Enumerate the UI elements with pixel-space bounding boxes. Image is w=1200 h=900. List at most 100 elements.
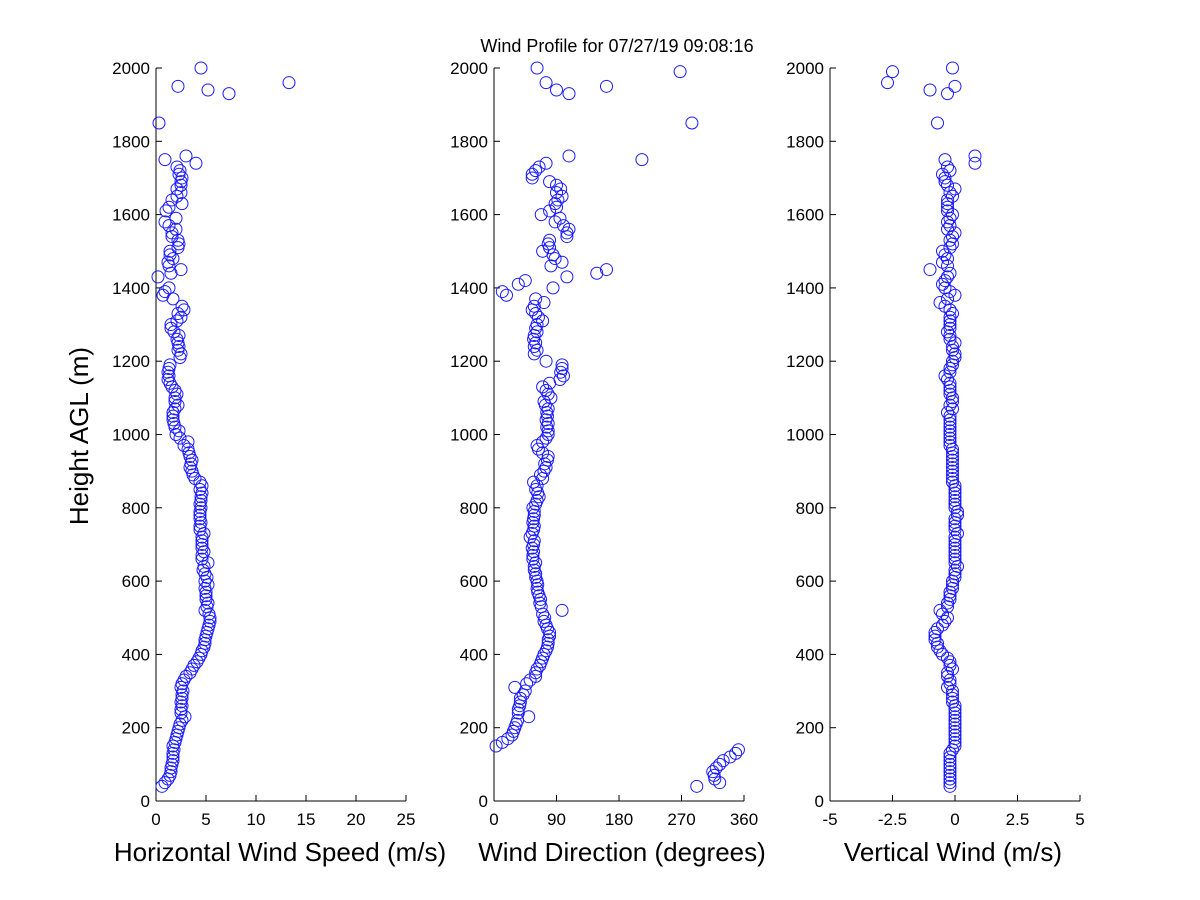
data-point [943, 757, 957, 771]
data-point [539, 384, 553, 398]
y-axis-label: Height AGL (m) [64, 347, 94, 525]
data-point [600, 79, 613, 93]
x-tick-label: 5 [1075, 810, 1084, 829]
data-point [543, 175, 557, 189]
data-point [941, 292, 954, 306]
y-tick-label: 1800 [786, 132, 824, 151]
data-point [938, 153, 952, 167]
data-point [166, 406, 180, 420]
data-point [556, 369, 570, 383]
data-point [555, 255, 569, 269]
data-point [181, 435, 195, 449]
y-tick-label: 1600 [786, 206, 824, 225]
data-point [179, 669, 193, 683]
data-point [943, 772, 957, 786]
data-point [529, 292, 543, 306]
data-point [195, 534, 209, 548]
data-point [168, 402, 182, 416]
data-point [562, 149, 576, 163]
data-point [943, 398, 957, 412]
data-point [948, 548, 962, 562]
data-point [600, 263, 613, 277]
data-point [690, 779, 704, 793]
data-point [948, 710, 962, 724]
x-tick-label: 180 [605, 810, 633, 829]
data-point [173, 431, 187, 445]
data-point [938, 274, 952, 288]
data-point [941, 680, 954, 694]
data-point [195, 479, 209, 493]
data-point [282, 76, 296, 90]
data-point [948, 523, 962, 537]
data-point [933, 644, 947, 658]
data-point [198, 581, 212, 595]
data-point [195, 537, 209, 551]
data-point [943, 211, 957, 225]
data-point [529, 570, 543, 584]
data-point [946, 307, 959, 321]
y-tick-label: 0 [815, 792, 824, 811]
data-point [968, 149, 982, 163]
data-point [941, 87, 954, 101]
y-tick-label: 2000 [450, 59, 488, 78]
data-point [166, 252, 180, 266]
y-tick-label: 1800 [450, 132, 488, 151]
data-point [181, 442, 195, 456]
data-point [943, 314, 957, 328]
y-tick-label: 1600 [112, 206, 150, 225]
data-point [174, 263, 188, 277]
data-point [500, 288, 513, 302]
data-point [948, 567, 962, 581]
y-tick-label: 200 [122, 719, 150, 738]
data-point [948, 739, 962, 753]
y-tick-label: 800 [460, 499, 488, 518]
data-point [938, 614, 952, 628]
data-point [946, 691, 959, 705]
y-tick-label: 1400 [112, 279, 150, 298]
data-point [946, 471, 959, 485]
x-tick-label: -5 [822, 810, 837, 829]
data-point [948, 347, 962, 361]
data-point [176, 684, 190, 698]
data-point [946, 237, 959, 251]
data-point [537, 296, 551, 310]
y-tick-label: 2000 [786, 59, 824, 78]
data-point [152, 116, 166, 130]
data-point [943, 428, 957, 441]
data-point [968, 156, 982, 170]
data-point [175, 713, 189, 727]
data-point [943, 435, 957, 449]
data-point [171, 398, 185, 412]
data-point [175, 677, 189, 691]
data-point [537, 647, 551, 661]
data-point [948, 563, 962, 577]
data-point [536, 380, 550, 394]
data-point [190, 655, 204, 669]
data-point [513, 691, 527, 705]
x-tick-label: 270 [667, 810, 695, 829]
data-point [706, 765, 720, 779]
data-point [170, 387, 184, 401]
data-point [201, 83, 215, 97]
data-point [185, 464, 199, 478]
data-point [543, 233, 557, 247]
data-point [941, 204, 954, 218]
data-point [933, 296, 947, 310]
data-point [941, 373, 954, 387]
data-point [941, 178, 954, 192]
data-point [158, 285, 172, 299]
data-point [539, 354, 553, 368]
data-point [555, 358, 569, 372]
x-tick-label: 2.5 [1006, 810, 1030, 829]
data-point [548, 252, 562, 266]
data-point [527, 563, 541, 577]
y-tick-label: 600 [796, 572, 824, 591]
data-point [943, 768, 957, 782]
data-point [943, 761, 957, 775]
data-point [530, 61, 544, 75]
data-point [170, 314, 184, 328]
data-point [943, 658, 957, 672]
data-point [941, 200, 954, 214]
data-point [943, 750, 957, 764]
data-point [946, 464, 959, 478]
